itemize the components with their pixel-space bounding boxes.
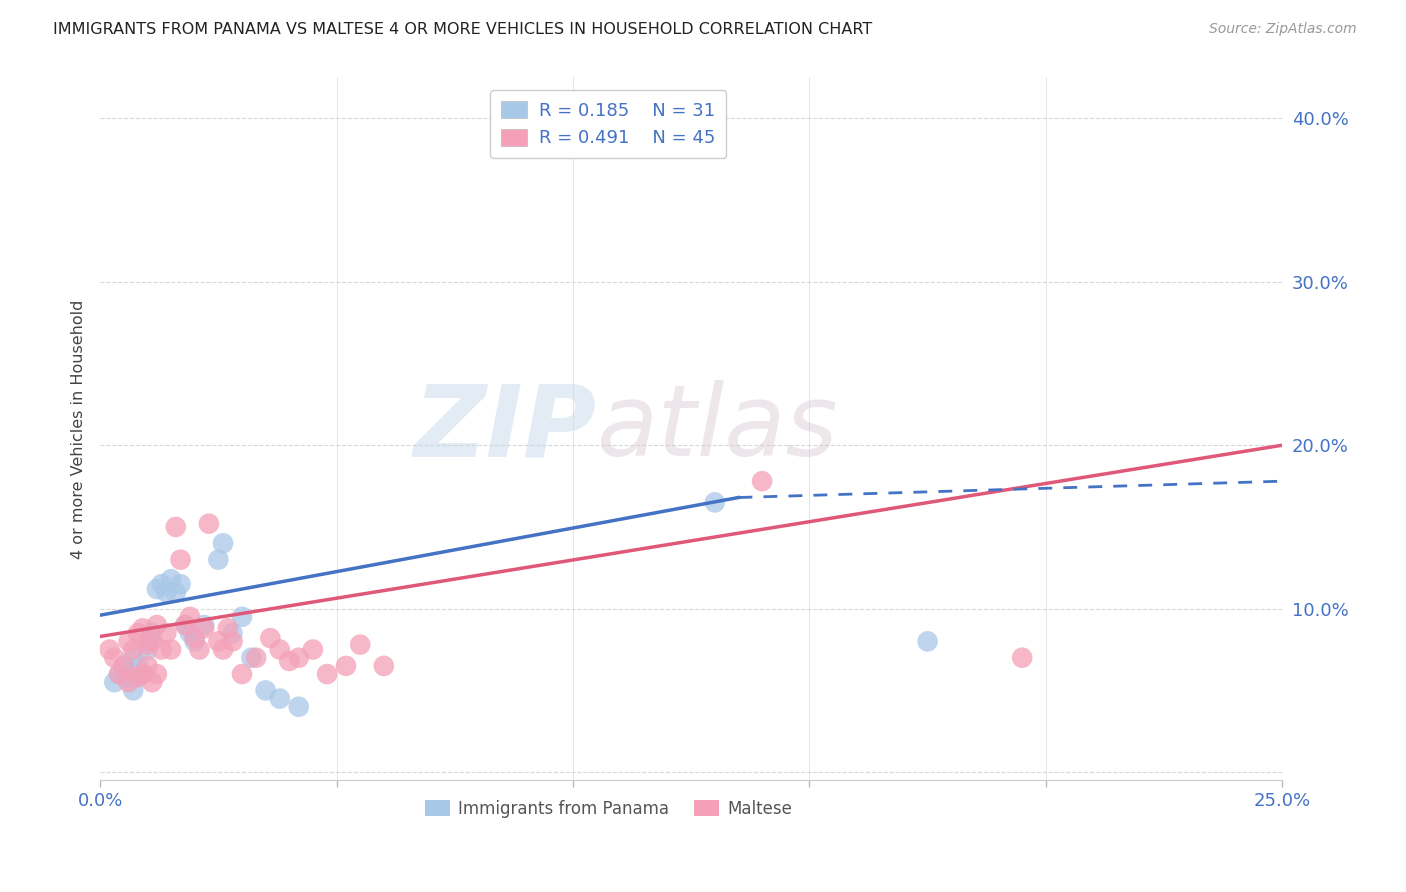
Point: [112, 659, 135, 673]
Point: [146, 667, 169, 681]
Point: [136, 659, 159, 673]
Point: [127, 659, 149, 673]
Point: [141, 675, 163, 690]
Point: [136, 634, 159, 648]
Point: [131, 667, 153, 681]
Point: [122, 642, 145, 657]
Point: [269, 691, 291, 706]
Point: [1011, 650, 1033, 665]
Point: [141, 626, 163, 640]
Point: [703, 495, 725, 509]
Point: [278, 654, 301, 668]
Point: [122, 650, 145, 665]
Point: [287, 699, 309, 714]
Point: [127, 670, 149, 684]
Point: [103, 675, 125, 690]
Point: [108, 667, 131, 681]
Point: [165, 520, 187, 534]
Text: IMMIGRANTS FROM PANAMA VS MALTESE 4 OR MORE VEHICLES IN HOUSEHOLD CORRELATION CH: IMMIGRANTS FROM PANAMA VS MALTESE 4 OR M…: [53, 22, 873, 37]
Point: [254, 683, 277, 698]
Point: [131, 621, 153, 635]
Point: [136, 638, 159, 652]
Point: [259, 631, 281, 645]
Point: [217, 621, 239, 635]
Point: [160, 572, 183, 586]
Point: [117, 634, 139, 648]
Point: [146, 618, 169, 632]
Point: [207, 634, 229, 648]
Point: [117, 670, 139, 684]
Y-axis label: 4 or more Vehicles in Household: 4 or more Vehicles in Household: [72, 299, 86, 558]
Text: atlas: atlas: [596, 380, 838, 477]
Point: [221, 626, 243, 640]
Point: [751, 474, 773, 488]
Point: [141, 634, 163, 648]
Point: [349, 638, 371, 652]
Point: [155, 626, 177, 640]
Point: [150, 642, 173, 657]
Point: [231, 667, 253, 681]
Point: [127, 626, 149, 640]
Point: [231, 610, 253, 624]
Point: [155, 585, 177, 599]
Point: [245, 650, 267, 665]
Point: [103, 650, 125, 665]
Point: [240, 650, 263, 665]
Point: [335, 659, 357, 673]
Point: [183, 631, 205, 645]
Point: [169, 577, 191, 591]
Point: [316, 667, 339, 681]
Point: [146, 582, 169, 596]
Text: ZIP: ZIP: [413, 380, 596, 477]
Point: [183, 634, 205, 648]
Point: [122, 683, 145, 698]
Point: [179, 610, 201, 624]
Point: [917, 634, 939, 648]
Point: [221, 634, 243, 648]
Point: [212, 536, 235, 550]
Point: [193, 618, 215, 632]
Point: [160, 642, 183, 657]
Point: [198, 516, 221, 531]
Point: [150, 577, 173, 591]
Point: [269, 642, 291, 657]
Point: [112, 659, 135, 673]
Point: [287, 650, 309, 665]
Point: [165, 585, 187, 599]
Point: [188, 642, 211, 657]
Point: [117, 675, 139, 690]
Point: [373, 659, 395, 673]
Point: [169, 552, 191, 566]
Point: [174, 618, 197, 632]
Point: [131, 667, 153, 681]
Point: [136, 642, 159, 657]
Text: Source: ZipAtlas.com: Source: ZipAtlas.com: [1209, 22, 1357, 37]
Point: [212, 642, 235, 657]
Point: [108, 667, 131, 681]
Point: [302, 642, 325, 657]
Point: [193, 621, 215, 635]
Point: [179, 626, 201, 640]
Point: [174, 618, 197, 632]
Point: [207, 552, 229, 566]
Point: [98, 642, 121, 657]
Legend: Immigrants from Panama, Maltese: Immigrants from Panama, Maltese: [418, 793, 799, 825]
